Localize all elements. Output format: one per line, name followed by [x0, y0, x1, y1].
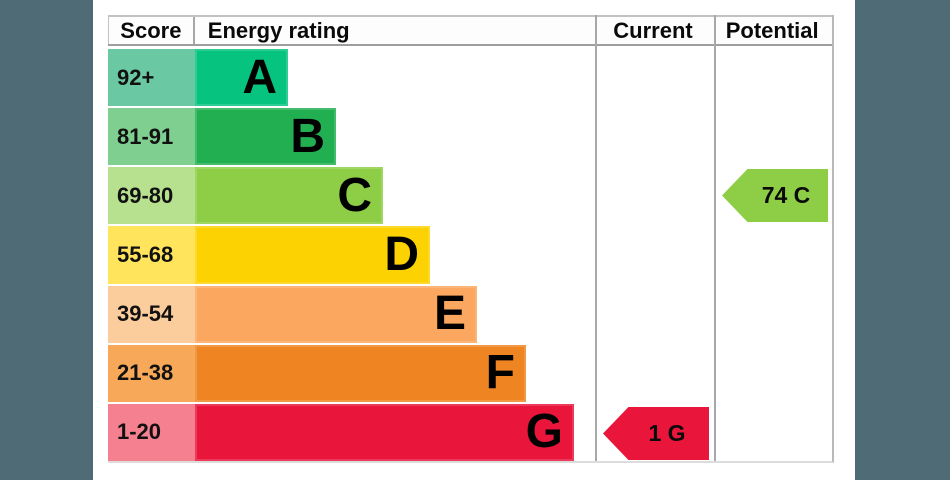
band-row-e: 39-54 E — [108, 285, 832, 343]
epc-rating-table: Score Energy rating Current Potential 92… — [108, 15, 834, 463]
epc-chart-panel: Score Energy rating Current Potential 92… — [93, 0, 855, 480]
header-potential: Potential — [725, 17, 819, 43]
band-bar-e: E — [195, 285, 477, 343]
current-column-divider — [595, 15, 597, 461]
band-bar-d: D — [195, 226, 430, 284]
band-rows: 92+ A 81-91 B 69-80 C 55-68 D 39-54 E — [108, 48, 832, 461]
band-row-c: 69-80 C — [108, 167, 832, 225]
score-range-g: 1-20 — [108, 403, 195, 461]
header-energy-rating: Energy rating — [207, 17, 350, 43]
band-row-f: 21-38 F — [108, 344, 832, 402]
score-range-a: 92+ — [108, 49, 195, 107]
band-bar-f: F — [195, 344, 526, 402]
score-range-b: 81-91 — [108, 108, 195, 166]
score-range-f: 21-38 — [108, 344, 195, 402]
band-row-b: 81-91 B — [108, 108, 832, 166]
score-range-c: 69-80 — [108, 167, 195, 225]
potential-column-divider — [714, 15, 716, 461]
band-row-a: 92+ A — [108, 49, 832, 107]
current-rating-label: 1 G — [648, 420, 686, 446]
potential-rating-arrow: 74 C — [722, 169, 828, 222]
band-bar-b: B — [195, 108, 336, 166]
score-range-e: 39-54 — [108, 285, 195, 343]
band-bar-a: A — [195, 49, 288, 107]
band-row-g: 1-20 G — [108, 403, 832, 461]
table-header-row: Score Energy rating Current Potential — [108, 15, 832, 46]
band-bar-g: G — [195, 403, 574, 461]
header-score: Score — [108, 17, 195, 44]
band-bar-c: C — [195, 167, 383, 225]
score-range-d: 55-68 — [108, 226, 195, 284]
potential-rating-label: 74 C — [761, 182, 811, 208]
band-row-d: 55-68 D — [108, 226, 832, 284]
header-current: Current — [613, 17, 693, 43]
current-rating-arrow: 1 G — [603, 407, 709, 460]
